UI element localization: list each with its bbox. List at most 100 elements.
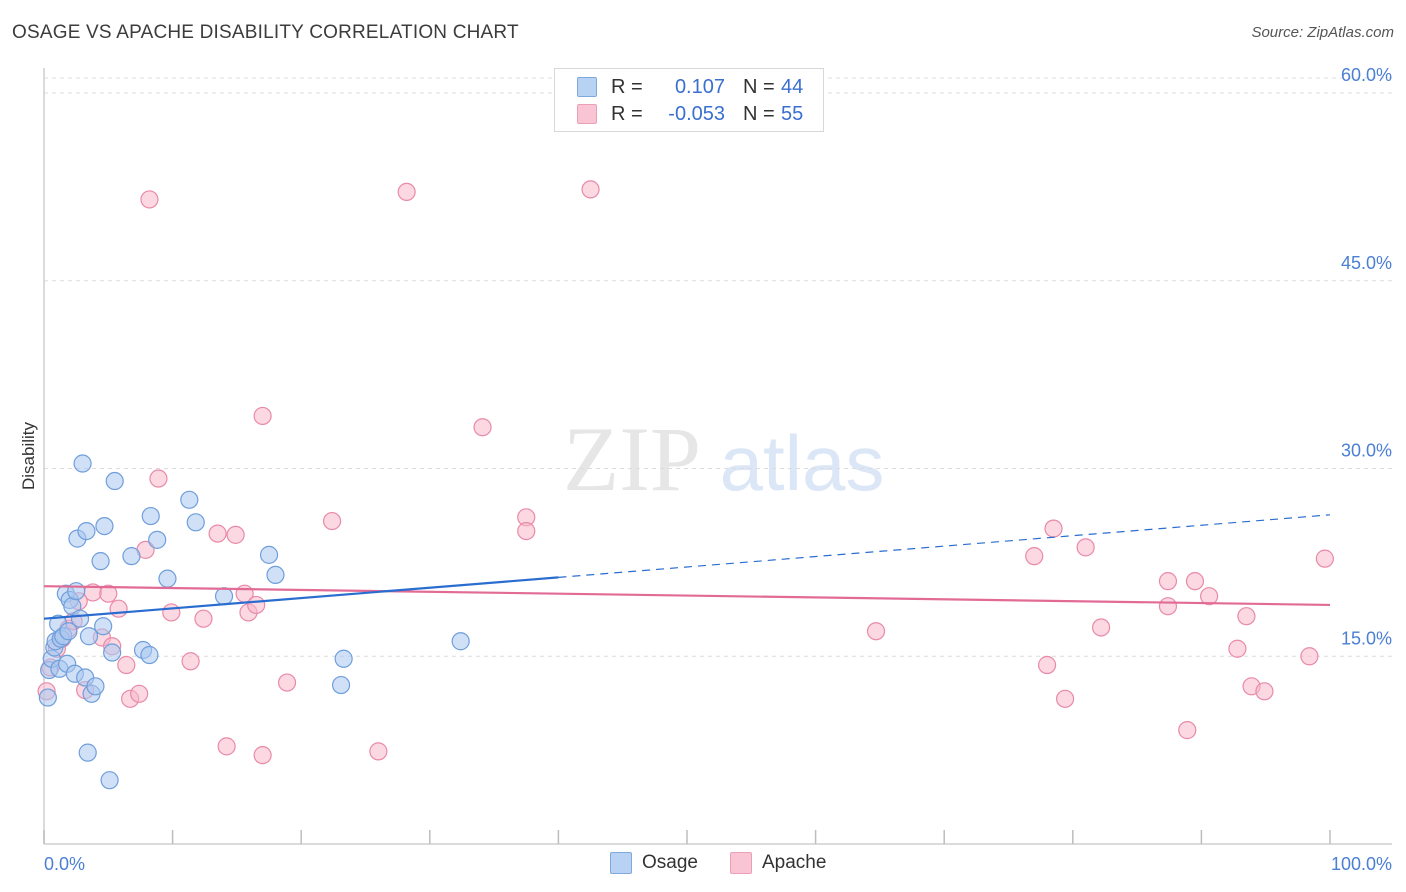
osage-point bbox=[91, 552, 110, 571]
osage-point bbox=[100, 771, 119, 790]
apache-point bbox=[1185, 572, 1205, 591]
y-tick-label: 60.0% bbox=[1341, 65, 1392, 85]
gridlines bbox=[44, 77, 1392, 657]
apache-point bbox=[866, 622, 886, 641]
apache-point bbox=[1055, 689, 1075, 708]
apache-point bbox=[1300, 647, 1319, 666]
apache-point bbox=[1255, 682, 1274, 701]
apache-point bbox=[1237, 607, 1256, 626]
x-tick-label-max: 100.0% bbox=[1331, 854, 1392, 874]
osage-point bbox=[78, 743, 97, 762]
osage-legend-swatch bbox=[610, 852, 632, 874]
osage-point bbox=[94, 617, 113, 636]
osage-point bbox=[266, 565, 285, 585]
osage-legend-label: Osage bbox=[642, 852, 698, 873]
legend-r-label: R = bbox=[611, 102, 643, 125]
apache-point bbox=[1158, 597, 1178, 616]
apache-point bbox=[1025, 547, 1044, 566]
osage-point bbox=[141, 506, 160, 526]
apache-swatch bbox=[577, 104, 597, 124]
apache-point bbox=[217, 737, 236, 756]
apache-point bbox=[1044, 519, 1063, 538]
bottom-legend-osage: Osage bbox=[610, 852, 698, 874]
osage-point bbox=[451, 632, 470, 651]
osage-point bbox=[140, 645, 159, 665]
apache-point bbox=[208, 524, 227, 543]
apache-point bbox=[517, 521, 536, 541]
legend-n-value: 55 bbox=[781, 102, 804, 125]
osage-point bbox=[158, 569, 177, 588]
apache-point bbox=[117, 655, 136, 675]
apache-point bbox=[1178, 721, 1197, 740]
osage-point bbox=[86, 677, 105, 696]
correlation-legend: R = 0.107 N = 44 R = -0.053 N = 55 bbox=[554, 68, 824, 132]
osage-point bbox=[70, 609, 90, 628]
apache-point bbox=[581, 180, 600, 199]
apache-point bbox=[1076, 538, 1095, 557]
legend-n-label: N = bbox=[743, 75, 775, 98]
osage-point bbox=[180, 490, 199, 509]
osage-point bbox=[73, 454, 92, 473]
watermark-zip: ZIP bbox=[563, 408, 701, 510]
apache-legend-swatch bbox=[730, 852, 752, 874]
apache-point bbox=[226, 525, 245, 544]
apache-point bbox=[1315, 549, 1334, 568]
y-axis-label: Disability bbox=[19, 421, 38, 490]
chart-title: OSAGE VS APACHE DISABILITY CORRELATION C… bbox=[12, 22, 519, 43]
legend-n-label: N = bbox=[743, 102, 775, 125]
apache-point bbox=[1091, 618, 1111, 637]
apache-point bbox=[130, 684, 149, 703]
apache-point bbox=[397, 182, 416, 202]
apache-point bbox=[99, 584, 118, 603]
trendlines bbox=[43, 514, 1331, 620]
y-tick-labels: 15.0% 30.0% 45.0% 60.0% bbox=[1341, 65, 1392, 648]
apache-trendline bbox=[43, 585, 1331, 607]
legend-row-osage: R = 0.107 N = 44 bbox=[577, 75, 803, 99]
watermark: ZIP atlas bbox=[563, 408, 884, 510]
legend-r-value: -0.053 bbox=[668, 102, 725, 125]
apache-point bbox=[1200, 587, 1219, 606]
osage-point bbox=[105, 471, 124, 491]
osage-point bbox=[77, 521, 96, 541]
osage-points bbox=[38, 454, 470, 790]
apache-point bbox=[277, 673, 297, 692]
osage-point bbox=[38, 688, 57, 707]
osage-swatch bbox=[577, 77, 597, 97]
apache-point bbox=[140, 190, 159, 209]
x-tick-label-min: 0.0% bbox=[44, 854, 85, 874]
osage-point bbox=[148, 530, 167, 549]
osage-point bbox=[259, 545, 279, 564]
osage-trendline-extension bbox=[558, 514, 1331, 579]
apache-point bbox=[1158, 572, 1178, 591]
osage-point bbox=[334, 649, 353, 668]
apache-point bbox=[253, 746, 272, 765]
osage-trendline bbox=[43, 576, 559, 620]
bottom-legend-apache: Apache bbox=[730, 852, 826, 874]
apache-point bbox=[322, 511, 342, 531]
legend-row-apache: R = -0.053 N = 55 bbox=[577, 102, 803, 126]
apache-point bbox=[247, 595, 266, 615]
osage-point bbox=[103, 643, 122, 662]
apache-point bbox=[181, 652, 200, 671]
apache-point bbox=[162, 603, 181, 622]
legend-r-value: 0.107 bbox=[674, 75, 725, 98]
x-ticks bbox=[43, 830, 1331, 844]
apache-point bbox=[149, 469, 168, 488]
osage-point bbox=[331, 675, 351, 695]
osage-point bbox=[59, 622, 78, 641]
osage-point bbox=[67, 582, 86, 601]
chart-source: Source: ZipAtlas.com bbox=[1251, 24, 1394, 41]
apache-point bbox=[194, 609, 213, 628]
osage-point bbox=[186, 513, 205, 532]
osage-point bbox=[122, 547, 141, 566]
legend-r-label: R = bbox=[611, 75, 643, 98]
osage-point bbox=[214, 587, 234, 606]
y-tick-label: 30.0% bbox=[1341, 441, 1392, 461]
osage-point bbox=[95, 516, 114, 536]
watermark-atlas: atlas bbox=[720, 419, 885, 507]
apache-point bbox=[369, 742, 388, 761]
apache-point bbox=[253, 406, 272, 426]
osage-point bbox=[79, 627, 99, 646]
legend-n-value: 44 bbox=[781, 75, 804, 98]
